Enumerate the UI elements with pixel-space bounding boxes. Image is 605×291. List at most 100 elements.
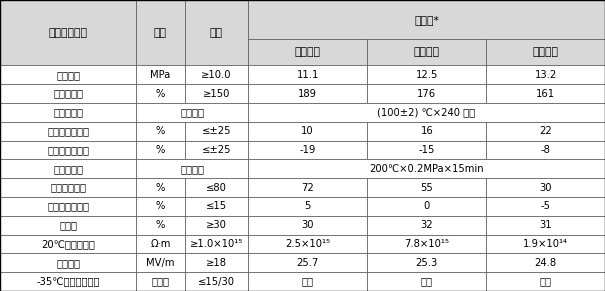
Text: 30: 30	[540, 183, 552, 193]
Text: 12.5: 12.5	[416, 70, 438, 80]
Bar	[136, 178, 185, 197]
Bar	[248, 141, 367, 159]
Bar	[248, 235, 367, 253]
Text: ≥150: ≥150	[203, 89, 230, 99]
Text: 24.8: 24.8	[535, 258, 557, 268]
Text: %: %	[155, 89, 165, 99]
Text: 11.1: 11.1	[296, 70, 319, 80]
Text: ≤±25: ≤±25	[201, 126, 231, 136]
Text: 161: 161	[536, 89, 555, 99]
Bar	[248, 216, 367, 235]
Bar	[185, 272, 248, 291]
Text: -5: -5	[541, 201, 551, 212]
Bar	[185, 216, 248, 235]
Text: %: %	[155, 220, 165, 230]
Bar	[136, 272, 185, 291]
Bar	[185, 141, 248, 159]
Bar	[0, 65, 136, 84]
Bar	[0, 141, 136, 159]
Text: 拉伸强度: 拉伸强度	[56, 70, 80, 80]
Bar	[0, 272, 136, 291]
Text: 1.9×10¹⁴: 1.9×10¹⁴	[523, 239, 568, 249]
Text: 200℃×0.2MPa×15min: 200℃×0.2MPa×15min	[369, 164, 484, 174]
Text: 老化条件: 老化条件	[180, 107, 204, 118]
Bar	[367, 197, 486, 216]
Text: MV/m: MV/m	[146, 258, 175, 268]
Bar	[185, 178, 248, 197]
Bar	[486, 216, 605, 235]
Bar	[248, 0, 605, 39]
Text: 31: 31	[540, 220, 552, 230]
Text: 实施例二: 实施例二	[414, 47, 440, 57]
Bar	[486, 253, 605, 272]
Bar	[248, 39, 367, 65]
Bar	[136, 122, 185, 141]
Text: 负载下延伸率: 负载下延伸率	[50, 183, 86, 193]
Text: 16: 16	[420, 126, 433, 136]
Bar	[486, 39, 605, 65]
Bar	[185, 122, 248, 141]
Text: 176: 176	[417, 89, 436, 99]
Bar	[136, 197, 185, 216]
Text: 失效数: 失效数	[151, 277, 169, 287]
Text: 32: 32	[420, 220, 433, 230]
Text: 氧指数: 氧指数	[59, 220, 77, 230]
Text: 13.2: 13.2	[535, 70, 557, 80]
Bar	[136, 216, 185, 235]
Text: 通过: 通过	[421, 277, 433, 287]
Text: 实施例一: 实施例一	[295, 47, 321, 57]
Bar	[248, 197, 367, 216]
Text: 2.5×10¹⁵: 2.5×10¹⁵	[285, 239, 330, 249]
Bar	[367, 235, 486, 253]
Bar	[185, 0, 248, 65]
Bar	[0, 84, 136, 103]
Text: ≤±25: ≤±25	[201, 145, 231, 155]
Text: 实验条件: 实验条件	[180, 164, 204, 174]
Bar	[248, 65, 367, 84]
Text: 通过: 通过	[540, 277, 552, 287]
Bar	[367, 253, 486, 272]
Text: %: %	[155, 201, 165, 212]
Text: -19: -19	[299, 145, 316, 155]
Text: 55: 55	[420, 183, 433, 193]
Bar	[367, 39, 486, 65]
Text: ≤15: ≤15	[206, 201, 227, 212]
Text: (100±2) ℃×240 小时: (100±2) ℃×240 小时	[378, 107, 476, 118]
Bar	[248, 178, 367, 197]
Bar	[248, 122, 367, 141]
Bar	[0, 235, 136, 253]
Text: 7.8×10¹⁵: 7.8×10¹⁵	[404, 239, 450, 249]
Text: 冷却后永久形变: 冷却后永久形变	[47, 201, 89, 212]
Text: -8: -8	[541, 145, 551, 155]
Bar	[0, 253, 136, 272]
Bar	[486, 84, 605, 103]
Text: 断裂伸长率: 断裂伸长率	[53, 89, 83, 99]
Text: 拉伸强度变化率: 拉伸强度变化率	[47, 126, 89, 136]
Bar	[0, 159, 136, 178]
Bar	[367, 216, 486, 235]
Bar	[185, 65, 248, 84]
Text: ≥1.0×10¹⁵: ≥1.0×10¹⁵	[189, 239, 243, 249]
Bar	[0, 0, 136, 65]
Text: ≤15/30: ≤15/30	[198, 277, 235, 287]
Bar	[367, 272, 486, 291]
Text: 22: 22	[539, 126, 552, 136]
Text: 指标: 指标	[210, 28, 223, 38]
Bar	[136, 0, 185, 65]
Bar	[136, 141, 185, 159]
Bar	[367, 65, 486, 84]
Bar	[0, 197, 136, 216]
Bar	[136, 103, 248, 122]
Bar	[0, 216, 136, 235]
Bar	[185, 84, 248, 103]
Text: %: %	[155, 183, 165, 193]
Text: 断裂伸长变化率: 断裂伸长变化率	[47, 145, 89, 155]
Text: 25.7: 25.7	[296, 258, 319, 268]
Bar	[248, 272, 367, 291]
Text: 实施例三: 实施例三	[533, 47, 558, 57]
Text: 20℃体积电阵率: 20℃体积电阵率	[41, 239, 95, 249]
Bar	[185, 253, 248, 272]
Bar	[136, 65, 185, 84]
Bar	[486, 178, 605, 197]
Bar	[248, 103, 605, 122]
